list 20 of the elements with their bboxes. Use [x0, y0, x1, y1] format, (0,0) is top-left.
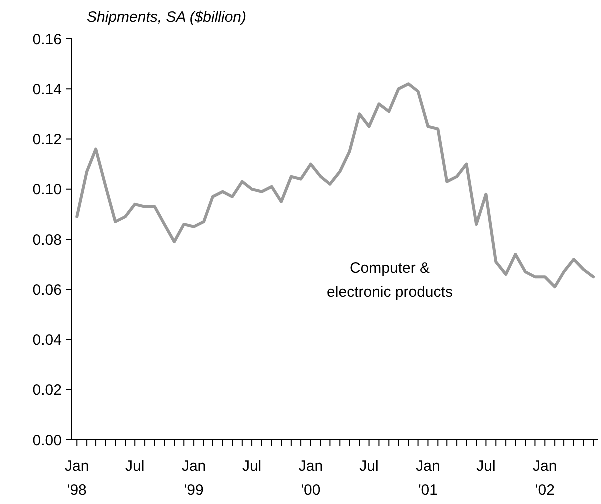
x-tick-label: Jan '02 [533, 458, 558, 499]
y-tick-label: 0.00 [32, 432, 62, 450]
y-tick-label: 0.14 [32, 81, 62, 98]
x-tick-label: Jul [126, 458, 145, 475]
y-tick-label: 0.12 [32, 132, 62, 148]
x-tick-label: Jan '01 [416, 458, 440, 499]
x-tick-label: Jul [360, 458, 379, 475]
y-tick-label: 0.10 [32, 182, 62, 199]
x-tick-label: Jul [242, 458, 262, 475]
x-tick-label: Jan '00 [298, 458, 324, 499]
y-tick-label: 0.16 [32, 31, 62, 48]
y-tick-label: 0.08 [32, 232, 62, 249]
x-tick-label: Jan '98 [65, 458, 90, 499]
x-tick-label: Jan '99 [182, 458, 206, 499]
y-tick-label: 0.06 [32, 282, 62, 299]
x-tick-label: Jul [476, 458, 496, 475]
y-tick-label: 0.02 [32, 382, 62, 400]
y-tick-label: 0.04 [32, 332, 62, 349]
y-axis-title: Shipments, SA ($billion) [87, 9, 247, 26]
text: Computer & electronic products [327, 260, 453, 301]
